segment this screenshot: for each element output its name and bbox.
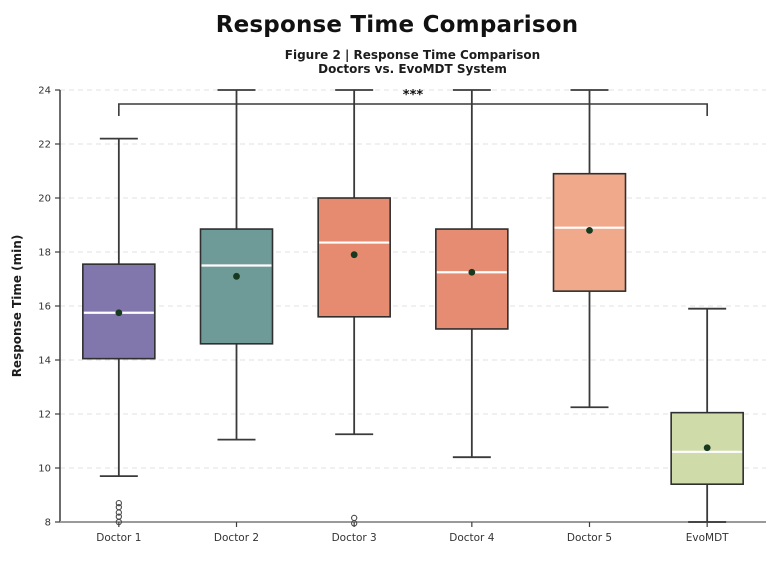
x-tick-label-evomdt: EvoMDT (686, 532, 729, 544)
outlier-marker (351, 514, 358, 522)
box-doctor-2 (199, 89, 274, 441)
outlier-marker (115, 518, 122, 526)
outlier-marker (115, 509, 122, 516)
mean-marker-doctor-1 (115, 309, 123, 317)
x-tick-label-doctor-1: Doctor 1 (96, 532, 141, 544)
x-tick-label-doctor-5: Doctor 5 (567, 532, 612, 544)
svg-text:20: 20 (38, 194, 51, 205)
svg-text:22: 22 (38, 140, 51, 151)
significance-label: *** (403, 88, 424, 103)
mean-marker-evomdt (703, 444, 711, 452)
box-doctor-1 (82, 137, 156, 526)
chart-title: Response Time Comparison (215, 12, 579, 38)
chart-subtitle-line2: Doctors vs. EvoMDT System (318, 61, 507, 76)
box-doctor-3 (317, 89, 391, 527)
mean-marker-doctor-5 (586, 227, 593, 234)
svg-text:10: 10 (38, 464, 51, 475)
chart-subtitle-line1: Figure 2 | Response Time Comparison (284, 48, 541, 62)
chart-subtitle: Figure 2 | Response Time Comparison Doct… (30, 48, 771, 76)
box-doctor-5 (552, 89, 627, 409)
mean-marker-doctor-3 (350, 251, 358, 259)
mean-marker-doctor-2 (233, 272, 240, 280)
svg-text:12: 12 (38, 410, 51, 421)
outlier-marker (115, 499, 122, 507)
box-evomdt (670, 307, 744, 523)
x-tick-label-doctor-3: Doctor 3 (332, 532, 377, 544)
svg-text:24: 24 (38, 86, 51, 97)
x-tick-label-doctor-2: Doctor 2 (214, 532, 259, 544)
box-doctor-4 (435, 89, 509, 459)
y-axis-ticks: 8 10 12 14 16 18 20 22 24 (38, 86, 60, 529)
svg-text:14: 14 (38, 356, 51, 367)
x-tick-label-doctor-4: Doctor 4 (449, 532, 494, 544)
significance-bracket: *** (118, 88, 708, 116)
svg-text:8: 8 (45, 518, 51, 529)
outlier-marker (351, 520, 358, 527)
y-gridlines (60, 89, 766, 469)
svg-text:16: 16 (38, 302, 51, 313)
mean-marker-doctor-4 (468, 268, 476, 276)
x-axis-ticks: Doctor 1 Doctor 2 Doctor 3 Doctor 4 Doctor 5… (96, 522, 729, 544)
svg-text:18: 18 (38, 248, 51, 259)
